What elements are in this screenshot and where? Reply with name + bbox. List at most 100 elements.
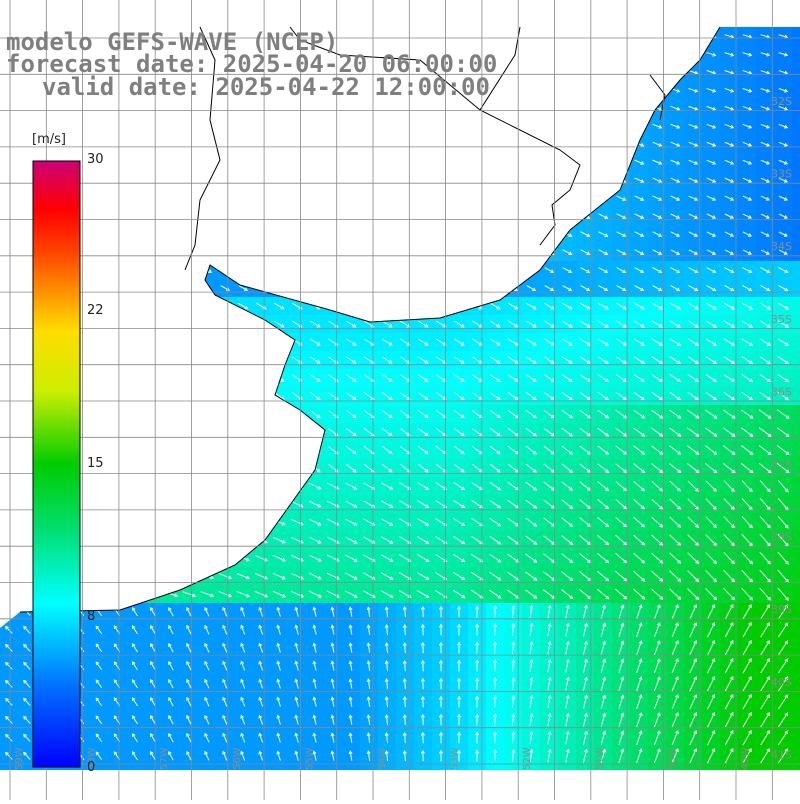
- wind-speed-cell: [324, 279, 343, 298]
- wind-speed-cell: [468, 261, 487, 280]
- wind-speed-cell: [486, 171, 505, 190]
- wind-speed-cell: [180, 189, 199, 208]
- wind-arrow: [95, 268, 103, 273]
- wind-speed-cell: [126, 495, 145, 514]
- wind-arrow: [237, 142, 248, 147]
- wind-arrow: [274, 160, 285, 165]
- wind-arrow: [3, 231, 15, 237]
- wind-speed-cell: [252, 153, 271, 172]
- wind-arrow: [310, 142, 321, 147]
- wind-speed-cell: [396, 117, 415, 136]
- wind-speed-cell: [504, 153, 523, 172]
- wind-speed-cell: [144, 369, 163, 388]
- wind-arrow: [347, 286, 355, 291]
- wind-arrow: [616, 142, 625, 146]
- wind-arrow: [92, 592, 105, 596]
- wind-arrow: [310, 178, 321, 183]
- wind-arrow: [220, 357, 230, 363]
- wind-speed-cell: [198, 297, 217, 316]
- wind-arrow: [490, 178, 500, 183]
- wind-speed-cell: [414, 153, 433, 172]
- wind-arrow: [526, 196, 535, 201]
- wind-speed-cell: [522, 45, 541, 64]
- wind-arrow: [183, 574, 196, 579]
- wind-speed-cell: [252, 423, 271, 442]
- wind-speed-cell: [450, 135, 469, 154]
- wind-speed-cell: [432, 27, 451, 46]
- wind-arrow: [454, 232, 464, 237]
- wind-speed-cell: [504, 171, 523, 190]
- wind-speed-cells: [0, 27, 800, 784]
- wind-speed-cell: [180, 405, 199, 424]
- wind-arrow: [508, 106, 518, 110]
- wind-speed-cell: [378, 171, 397, 190]
- wind-speed-cell: [36, 99, 55, 118]
- wind-speed-cell: [234, 333, 253, 352]
- wind-arrow: [562, 196, 571, 201]
- wind-arrow: [165, 213, 176, 219]
- wind-arrow: [183, 556, 195, 561]
- wind-speed-cell: [108, 297, 127, 316]
- wind-speed-cell: [306, 423, 325, 442]
- wind-arrow: [274, 446, 284, 453]
- wind-speed-cell: [324, 99, 343, 118]
- wind-arrow: [472, 196, 482, 201]
- wind-speed-cell: [234, 207, 253, 226]
- wind-arrow: [237, 124, 248, 129]
- wind-arrow: [598, 70, 607, 74]
- wind-speed-cell: [216, 459, 235, 478]
- wind-speed-cell: [0, 189, 19, 208]
- wind-arrow: [147, 520, 159, 525]
- wind-arrow: [274, 196, 285, 201]
- wind-arrow: [255, 502, 267, 507]
- wind-arrow: [21, 106, 33, 111]
- wind-speed-cell: [0, 531, 19, 550]
- wind-speed-cell: [0, 135, 19, 154]
- wind-arrow: [3, 503, 15, 506]
- wind-arrow: [526, 214, 535, 219]
- wind-arrow: [129, 177, 141, 183]
- wind-arrow: [237, 484, 249, 489]
- wind-arrow: [75, 124, 87, 129]
- wind-speed-cell: [594, 81, 613, 100]
- wind-speed-cell: [0, 585, 19, 604]
- wind-arrow: [148, 428, 158, 435]
- wind-speed-cell: [180, 279, 199, 298]
- wind-arrow: [201, 484, 213, 489]
- wind-arrow: [220, 339, 230, 345]
- wind-arrow: [238, 231, 249, 237]
- wind-speed-cell: [612, 27, 631, 46]
- wind-arrow: [255, 124, 266, 129]
- wind-arrow: [22, 393, 32, 400]
- wind-speed-cell: [0, 243, 19, 262]
- wind-speed-cell: [486, 261, 505, 280]
- wind-speed-cell: [144, 225, 163, 244]
- wind-arrow: [382, 196, 392, 201]
- wind-arrow: [346, 231, 356, 236]
- wind-arrow: [670, 35, 679, 38]
- wind-speed-cell: [90, 477, 109, 496]
- wind-arrow: [3, 213, 15, 219]
- wind-arrow: [544, 214, 553, 219]
- wind-speed-cell: [540, 117, 559, 136]
- wind-arrow: [4, 339, 14, 345]
- wind-speed-cell: [252, 441, 271, 460]
- colorbar: [33, 161, 80, 767]
- wind-arrow: [274, 142, 285, 147]
- wind-speed-cell: [288, 279, 307, 298]
- wind-arrow: [598, 124, 607, 128]
- wind-speed-cell: [630, 27, 649, 46]
- wind-arrow: [274, 249, 284, 255]
- wind-speed-cell: [324, 765, 343, 784]
- wind-speed-cell: [468, 27, 487, 46]
- wind-arrow: [148, 375, 158, 381]
- wind-speed-cell: [378, 297, 397, 316]
- wind-speed-cell: [342, 207, 361, 226]
- wind-speed-cell: [414, 117, 433, 136]
- wind-arrow: [21, 521, 34, 525]
- wind-speed-cell: [432, 297, 451, 316]
- wind-speed-cell: [108, 189, 127, 208]
- wind-speed-cell: [0, 423, 19, 442]
- wind-arrow: [508, 160, 518, 165]
- wind-arrow: [147, 142, 159, 147]
